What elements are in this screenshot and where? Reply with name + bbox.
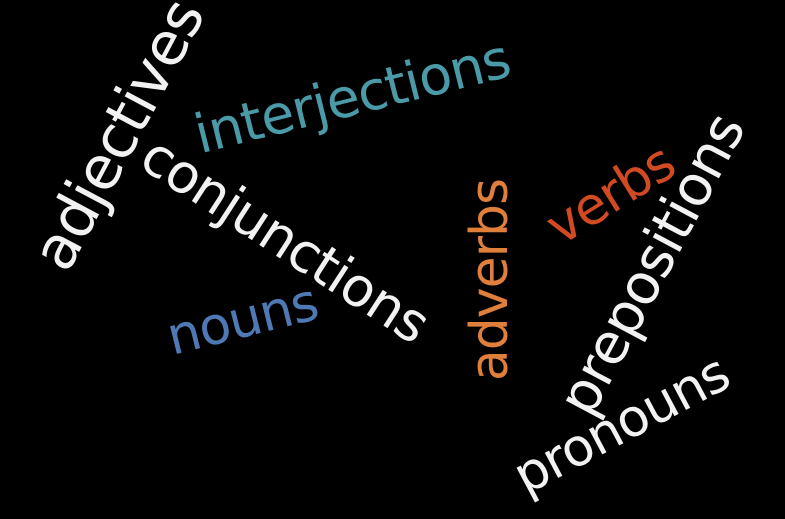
word-interjections: interjections <box>188 26 517 167</box>
word-nouns: nouns <box>160 272 324 368</box>
word-adverbs: adverbs <box>460 178 521 382</box>
